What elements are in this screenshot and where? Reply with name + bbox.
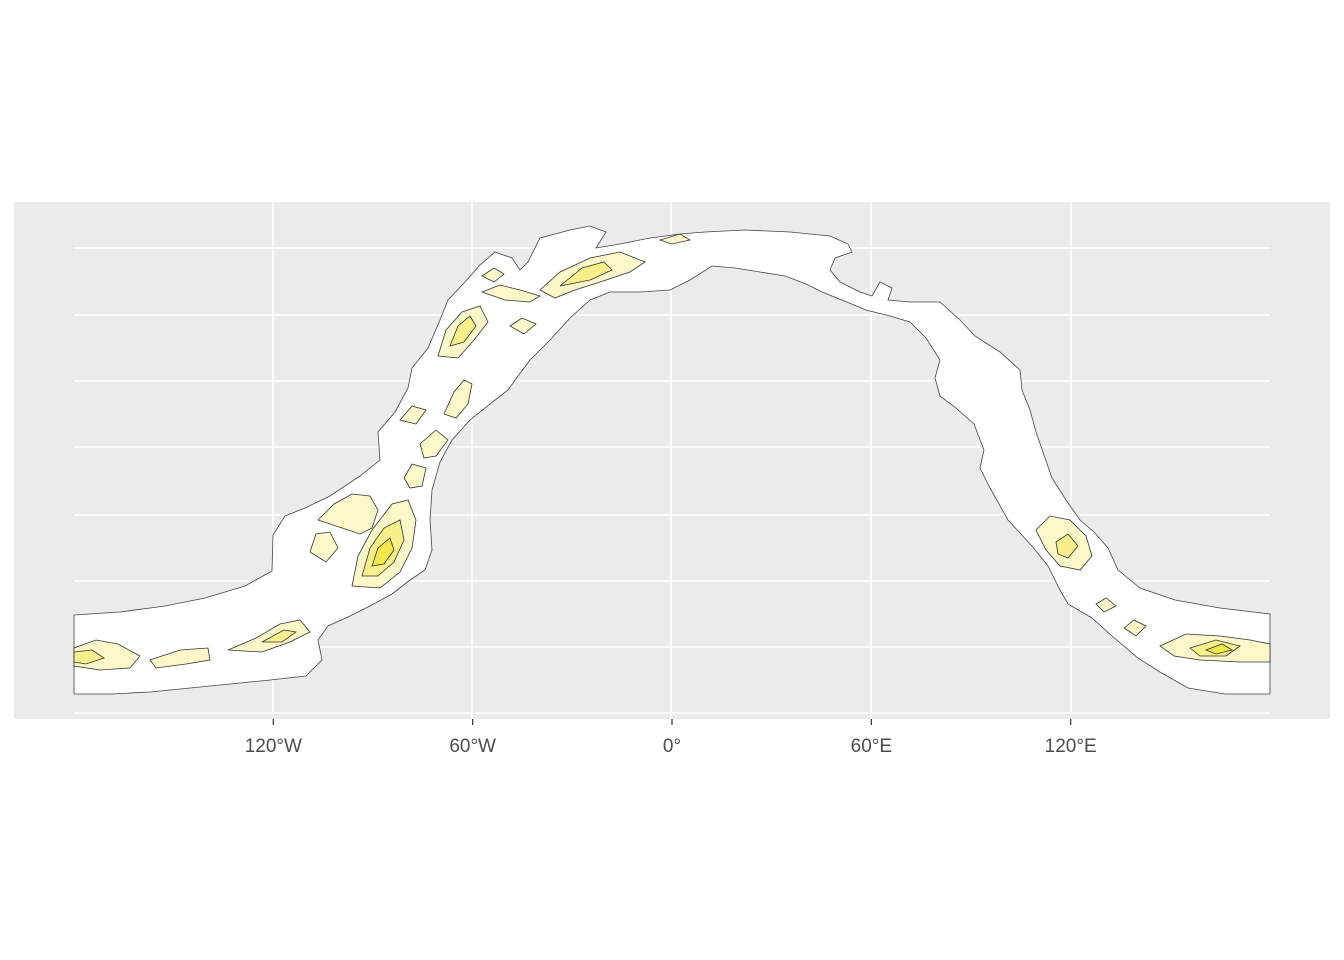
contour-level-1 bbox=[399, 405, 427, 425]
contour-level-1 bbox=[480, 284, 541, 303]
major-gridlines bbox=[74, 202, 1270, 719]
x-tick-label: 120°W bbox=[245, 736, 302, 757]
contour-level-2 bbox=[73, 649, 105, 665]
contour-level-3 bbox=[371, 537, 395, 567]
contour-level-1 bbox=[419, 429, 449, 459]
x-axis: 120°W 60°W 0° 60°E 120°E bbox=[245, 719, 1097, 757]
contour-level-2 bbox=[449, 315, 477, 347]
contour-level-1 bbox=[1095, 597, 1117, 613]
contour-level-1 bbox=[317, 493, 379, 535]
contour-level-3 bbox=[1204, 643, 1234, 655]
contour-level-2 bbox=[1055, 533, 1079, 559]
contour-level-1 bbox=[443, 379, 473, 419]
x-tick-label: 0° bbox=[663, 736, 681, 757]
contour-level-2 bbox=[559, 261, 613, 287]
x-tick-label: 120°E bbox=[1045, 736, 1097, 757]
contour-level-1 bbox=[481, 267, 505, 283]
contour-level-1 bbox=[403, 463, 427, 489]
x-tick-label: 60°E bbox=[851, 736, 892, 757]
contour-level-1 bbox=[509, 317, 537, 335]
contour-level-1 bbox=[149, 647, 211, 669]
x-tick-label: 60°W bbox=[449, 736, 496, 757]
contour-level-2 bbox=[261, 629, 298, 643]
contour-level-1 bbox=[309, 531, 339, 563]
contour-level-1 bbox=[227, 619, 311, 653]
contour-level-1 bbox=[658, 233, 692, 245]
density-contours bbox=[73, 233, 1271, 671]
contour-level-1 bbox=[1123, 619, 1147, 637]
